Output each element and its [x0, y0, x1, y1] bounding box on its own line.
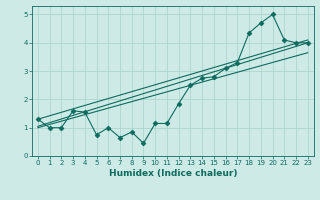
X-axis label: Humidex (Indice chaleur): Humidex (Indice chaleur) — [108, 169, 237, 178]
